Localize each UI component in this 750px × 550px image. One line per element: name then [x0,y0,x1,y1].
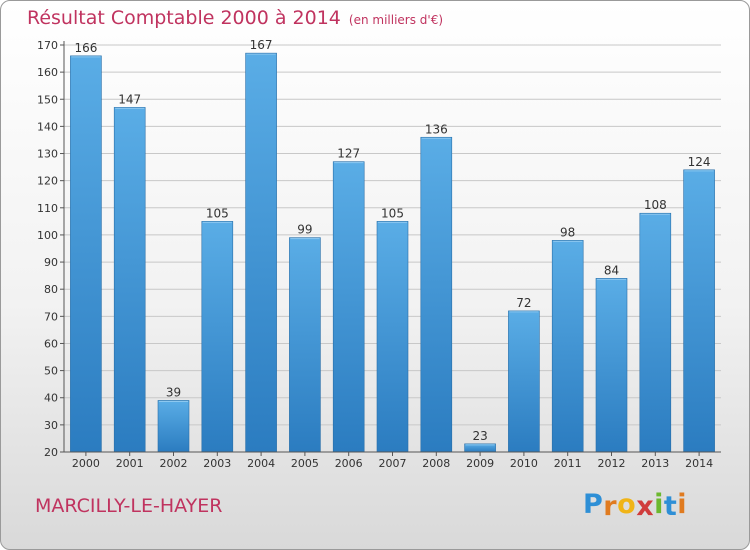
value-label-2001: 147 [118,92,141,106]
y-tick-label: 100 [37,229,58,242]
y-tick-label: 110 [37,202,58,215]
x-tick-label-2003: 2003 [203,457,231,470]
x-tick-label-2010: 2010 [510,457,538,470]
bar-2000 [70,55,102,453]
y-tick-label: 140 [37,120,58,133]
logo-letter: i [677,489,688,520]
y-tick-label: 50 [44,365,58,378]
place-name: MARCILLY-LE-HAYER [35,495,223,517]
bar-2001 [113,107,146,453]
value-label-2004: 167 [250,38,273,52]
value-label-2002: 39 [166,385,181,399]
bar-2007 [376,221,409,453]
y-tick-label: 150 [37,93,58,106]
x-tick-label-2011: 2011 [554,457,582,470]
bar-2013 [639,212,672,453]
y-tick-label: 30 [44,419,58,432]
y-tick-label: 60 [44,337,58,350]
logo-letter: P [583,489,604,520]
bar-2012 [595,278,628,453]
x-tick-label-2007: 2007 [379,457,407,470]
y-tick-label: 160 [37,66,58,79]
x-tick-label-2009: 2009 [466,457,494,470]
chart-title: Résultat Comptable 2000 à 2014 (en millie… [27,7,443,29]
y-tick-label: 130 [37,148,58,161]
logo-letter: x [636,491,655,522]
bar-2014 [683,169,715,453]
value-label-2007: 105 [381,206,404,220]
x-tick-label-2013: 2013 [641,457,669,470]
value-label-2000: 166 [74,41,97,55]
y-tick-label: 90 [44,256,58,269]
value-label-2009: 23 [472,429,487,443]
x-tick-label-2012: 2012 [598,457,626,470]
y-tick-label: 40 [44,392,58,405]
x-tick-label-2000: 2000 [72,457,100,470]
logo-letter: i [654,489,664,520]
x-tick-label-2006: 2006 [335,457,363,470]
bar-2003 [201,221,234,453]
y-tick-label: 170 [37,39,58,52]
y-tick-label: 20 [44,446,58,459]
bar-2010 [508,310,540,453]
y-tick-label: 120 [37,175,58,188]
x-tick-label-2001: 2001 [116,457,144,470]
x-tick-label-2014: 2014 [685,457,713,470]
x-tick-label-2004: 2004 [247,457,275,470]
y-tick-label: 80 [44,283,58,296]
y-tick-label: 70 [44,310,58,323]
bar-2005 [289,237,321,453]
bar-2006 [332,161,365,453]
value-label-2008: 136 [425,122,448,136]
bar-2004 [245,52,277,453]
logo-letter: t [663,491,678,522]
x-tick-label-2008: 2008 [422,457,450,470]
bar-2011 [551,240,584,453]
logo-letter: r [603,491,618,522]
value-label-2010: 72 [516,296,531,310]
value-label-2003: 105 [206,206,229,220]
x-tick-label-2002: 2002 [160,457,188,470]
x-tick-label-2005: 2005 [291,457,319,470]
chart-title-text: Résultat Comptable 2000 à 2014 [27,7,341,29]
bar-2002 [157,400,190,453]
chart-unit: (en milliers d'€) [348,13,444,27]
value-label-2006: 127 [337,147,360,161]
bar-2008 [420,136,453,453]
proxiti-logo: Proxiti [583,489,688,522]
value-label-2012: 84 [604,263,619,277]
logo-letter: o [617,489,637,520]
value-label-2013: 108 [644,198,667,212]
value-label-2005: 99 [297,223,312,237]
value-label-2014: 124 [688,155,711,169]
value-label-2011: 98 [560,225,575,239]
